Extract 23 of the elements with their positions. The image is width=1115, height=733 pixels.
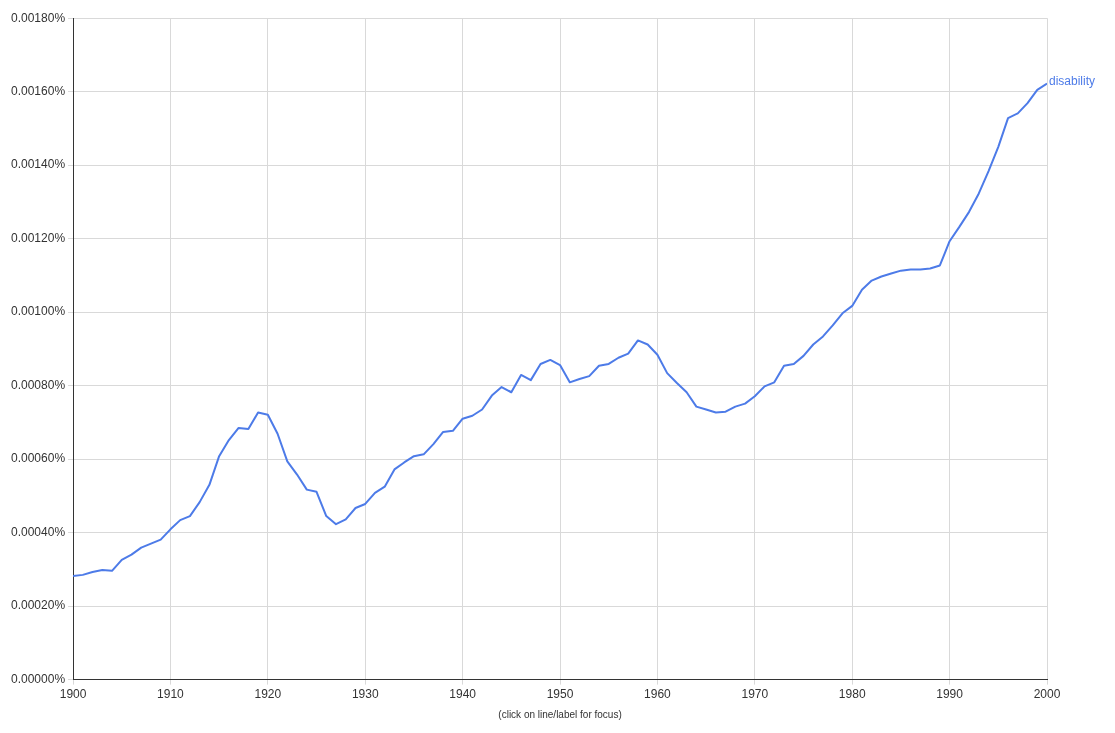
- x-tick-label: 1910: [157, 687, 185, 702]
- x-tick-label: 1920: [254, 687, 282, 702]
- y-tick-label: 0.00100%: [11, 304, 66, 319]
- series-label: disability: [1049, 73, 1096, 88]
- x-tick-label: 1960: [644, 687, 672, 702]
- y-tick-label: 0.00080%: [11, 377, 66, 392]
- x-tick-label: 1970: [741, 687, 769, 702]
- x-tick-label: 1950: [546, 687, 574, 702]
- y-tick-label: 0.00120%: [11, 230, 66, 245]
- x-tick-label: 2000: [1033, 687, 1061, 702]
- x-tick-label: 1940: [449, 687, 477, 702]
- x-tick-label: 1930: [351, 687, 379, 702]
- y-tick-label: 0.00060%: [11, 451, 66, 466]
- y-tick-label: 0.00040%: [11, 524, 66, 539]
- y-tick-label: 0.00180%: [11, 10, 66, 25]
- y-tick-label: 0.00000%: [11, 671, 66, 686]
- y-tick-label: 0.00160%: [11, 84, 66, 98]
- x-tick-label: 1900: [59, 687, 87, 702]
- x-tick-label: 1990: [936, 687, 964, 702]
- y-tick-label: 0.00140%: [11, 157, 66, 172]
- x-axis-title: (click on line/label for focus): [498, 708, 622, 720]
- x-tick-label: 1980: [838, 687, 866, 702]
- y-tick-label: 0.00020%: [11, 598, 66, 613]
